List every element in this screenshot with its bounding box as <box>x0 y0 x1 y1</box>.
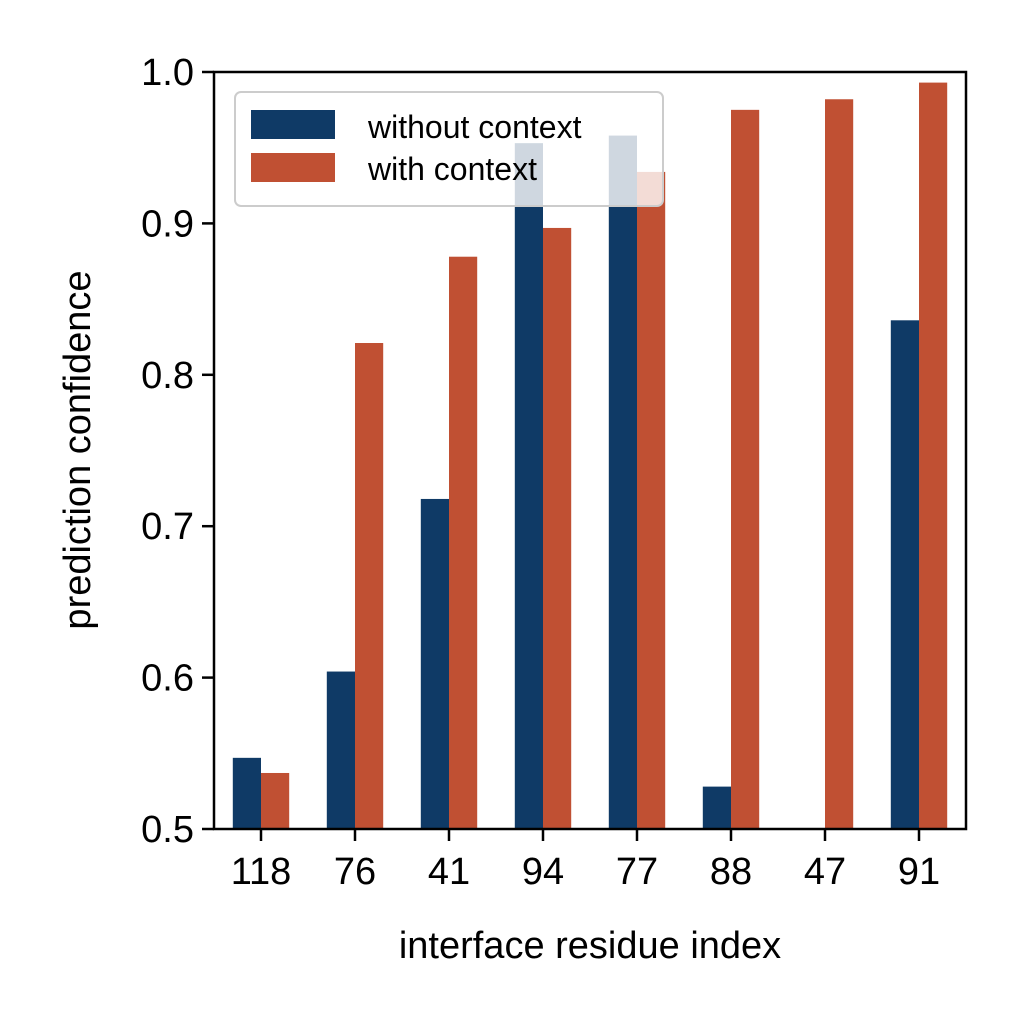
x-tick-label-77: 77 <box>616 851 658 893</box>
legend: without context with context <box>234 91 664 207</box>
bar-without-context-118 <box>232 757 261 829</box>
y-tick-label: 0.6 <box>141 658 194 700</box>
bars-group <box>232 82 948 830</box>
y-tick-label: 1.0 <box>141 52 194 94</box>
bar-without-context-77 <box>608 135 637 830</box>
bar-with-context-118 <box>261 772 290 829</box>
y-tick-label: 0.5 <box>141 809 194 851</box>
legend-label-without-context: without context <box>367 109 582 145</box>
legend-swatch-with-context <box>251 153 335 182</box>
y-axis-ticks: 0.5 0.6 0.7 0.8 0.9 1.0 <box>141 52 214 851</box>
x-tick-label-76: 76 <box>334 851 376 893</box>
plot-frame <box>212 70 968 831</box>
bar-with-context-94 <box>543 227 572 829</box>
x-axis-ticks: 118 76 41 94 77 88 47 91 <box>231 829 940 893</box>
bar-with-context-76 <box>355 343 384 829</box>
x-tick-label-118: 118 <box>231 851 292 893</box>
bar-with-context-91 <box>919 82 948 830</box>
y-tick-label: 0.7 <box>141 506 194 548</box>
bar-with-context-88 <box>731 109 760 830</box>
x-tick-label-41: 41 <box>428 851 470 893</box>
x-axis-label: interface residue index <box>399 925 781 967</box>
bar-without-context-94 <box>514 143 543 829</box>
bar-with-context-41 <box>449 256 478 830</box>
legend-box <box>234 91 664 207</box>
bar-without-context-91 <box>890 320 919 829</box>
bar-without-context-88 <box>702 786 731 829</box>
bar-with-context-77 <box>637 171 666 830</box>
y-tick-label: 0.9 <box>141 203 194 245</box>
legend-label-with-context: with context <box>367 151 537 187</box>
bar-without-context-76 <box>326 671 355 829</box>
bar-without-context-41 <box>420 498 449 829</box>
x-tick-label-94: 94 <box>522 851 564 893</box>
x-tick-label-91: 91 <box>898 851 940 893</box>
y-tick-label: 0.8 <box>141 355 194 397</box>
y-axis-label: prediction confidence <box>57 270 99 629</box>
legend-swatch-without-context <box>251 110 335 139</box>
x-tick-label-88: 88 <box>710 851 752 893</box>
x-tick-label-47: 47 <box>804 851 846 893</box>
bar-with-context-47 <box>825 99 854 829</box>
